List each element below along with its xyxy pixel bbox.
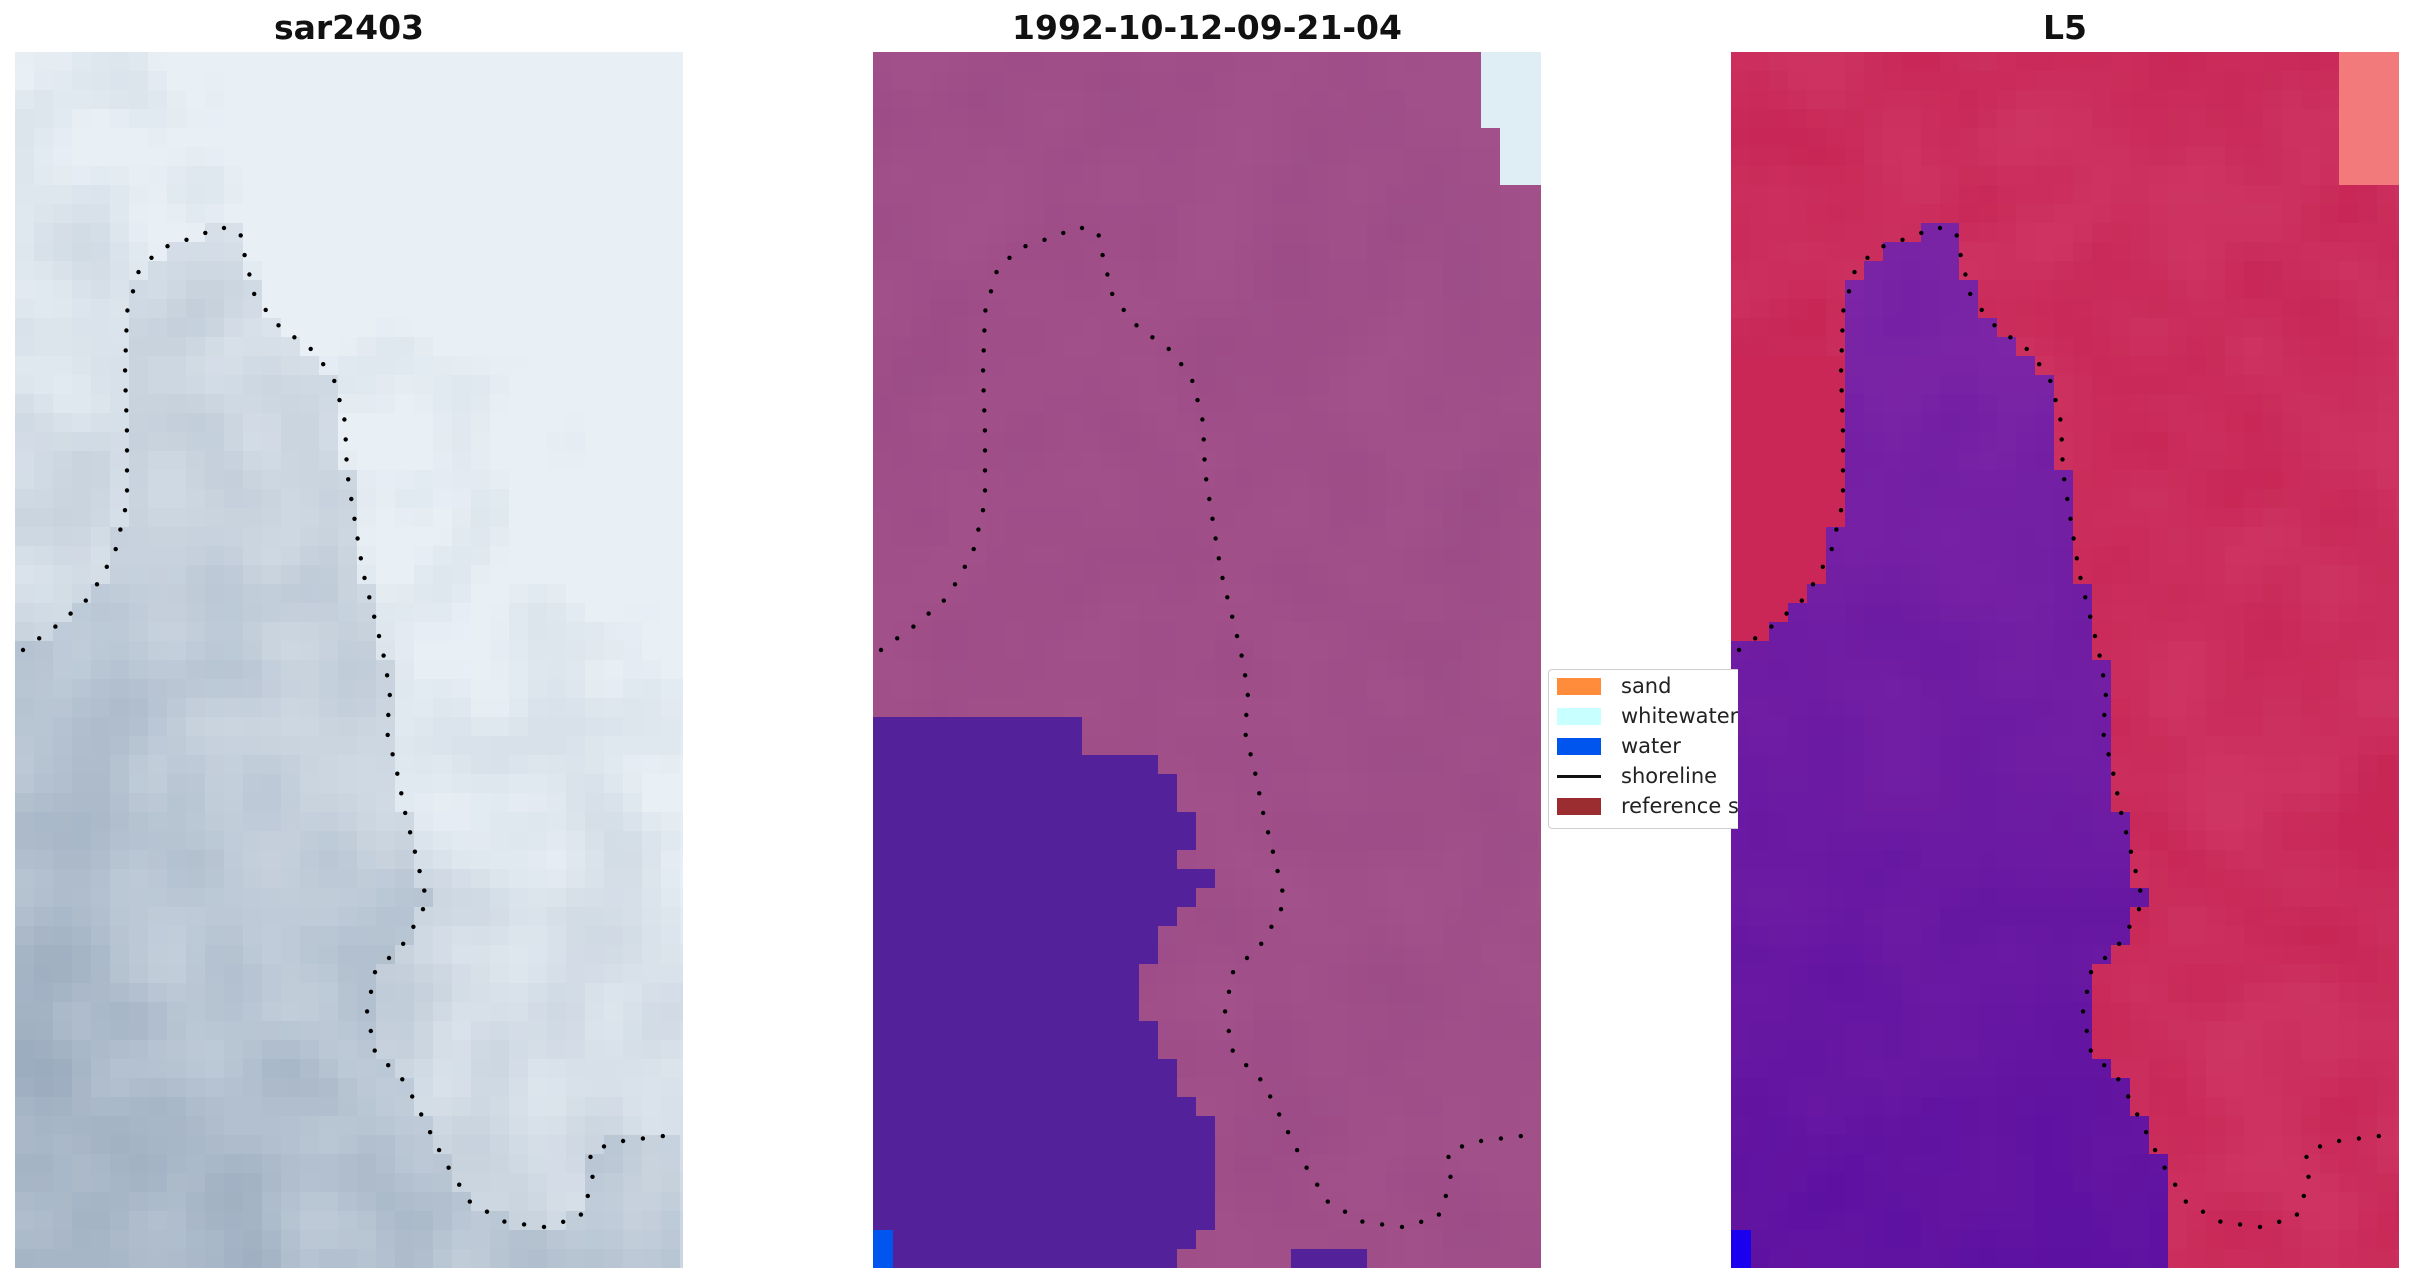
rgb-pixels [15,52,683,1268]
legend-item-shoreline: shoreline [1557,764,1717,788]
index-image-panel [1731,52,2399,1268]
reference-shoreline-swatch [1557,797,1601,815]
legend-item-water: water [1557,734,1681,758]
classification-image-raster [873,52,1541,1268]
whitewater-swatch [1557,707,1601,725]
legend-label: reference shoreline [1621,794,1738,818]
panel-title-index: L5 [2043,8,2087,47]
rgb-image-raster [15,52,683,1268]
water-swatch [1557,737,1601,755]
panel-title-rgb: sar2403 [273,8,425,47]
water-pixel [873,1230,893,1268]
legend-item-whitewater: whitewater [1557,704,1738,728]
legend: sand whitewater water shoreline referenc… [1548,669,1738,829]
shoreline-dots [1736,225,2381,1230]
legend-label: whitewater [1621,704,1738,728]
rgb-image-panel [15,52,683,1268]
index-image-raster [1731,52,2399,1268]
shoreline-line [1557,774,1601,778]
legend-item-sand: sand [1557,674,1671,698]
classification-pixels [873,52,1541,1268]
shoreline-dots [878,225,1523,1230]
panel-title-classification: 1992-10-12-09-21-04 [1012,8,1402,47]
legend-label: water [1621,734,1681,758]
index-pixels [1731,52,2399,1268]
legend-item-reference-shoreline: reference shoreline [1557,794,1738,818]
legend-label: sand [1621,674,1672,698]
shoreline-dots [20,225,665,1230]
legend-label: shoreline [1621,764,1718,788]
sand-swatch [1557,677,1601,695]
deep-pixel [1731,1230,1751,1268]
classification-image-panel [873,52,1541,1268]
